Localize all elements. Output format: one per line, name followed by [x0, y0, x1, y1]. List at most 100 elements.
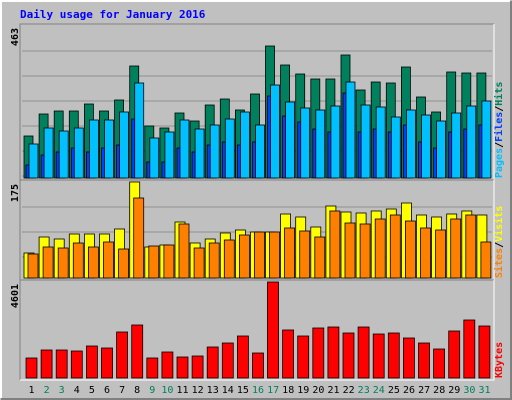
legend-item: Visits: [493, 206, 505, 242]
bar-sites: [389, 214, 401, 279]
bar-sites: [420, 227, 431, 279]
bar-kbytes: [372, 333, 385, 379]
bar-sites: [404, 220, 416, 279]
x-tick-label: 8: [134, 385, 140, 396]
bar-kbytes: [252, 352, 264, 379]
bar-pages: [481, 100, 492, 179]
bar-pages: [89, 119, 99, 179]
bar-pages: [119, 111, 129, 179]
bar-sites: [284, 227, 296, 279]
bar-pages: [134, 82, 145, 179]
bar-pages: [209, 124, 220, 179]
bar-pages: [43, 127, 54, 179]
bar-kbytes: [282, 329, 295, 379]
bar-kbytes: [448, 330, 461, 379]
x-tick-label: 29: [448, 385, 460, 396]
bar-pages: [270, 84, 280, 179]
panel-bevel-dark: [19, 279, 494, 380]
panel-bevel-dark: [19, 23, 494, 180]
x-tick-label: 7: [119, 385, 125, 396]
bar-pages: [28, 143, 39, 179]
bar-kbytes: [312, 327, 325, 379]
bar-pages: [375, 106, 386, 179]
series-pages: [28, 81, 492, 179]
bar-sites: [42, 246, 54, 279]
bar-sites: [344, 222, 356, 279]
bar-pages: [285, 101, 296, 179]
bar-sites: [299, 230, 311, 279]
y-max-label-visits: 175: [10, 184, 21, 202]
bar-sites: [465, 214, 477, 279]
legend-item: Files: [493, 112, 505, 142]
bar-sites: [314, 236, 326, 279]
bar-kbytes: [55, 349, 68, 379]
bar-sites: [329, 210, 341, 279]
bar-pages: [255, 124, 265, 179]
bar-kbytes: [146, 357, 159, 379]
x-tick-label: 18: [282, 385, 294, 396]
bar-kbytes: [267, 281, 279, 379]
x-tick-label: 27: [418, 385, 430, 396]
bar-sites: [238, 234, 250, 279]
bar-pages: [164, 131, 175, 179]
bar-pages: [239, 111, 250, 179]
bar-sites: [178, 223, 190, 279]
x-tick-label: 30: [463, 385, 475, 396]
legend-item: Hits: [493, 82, 505, 106]
bar-kbytes: [297, 335, 310, 379]
bar-kbytes: [161, 351, 174, 379]
x-tick-label: 19: [297, 385, 309, 396]
bar-pages: [405, 109, 416, 179]
bar-pages: [421, 114, 431, 179]
bar-kbytes: [418, 342, 430, 379]
x-tick-label: 25: [388, 385, 400, 396]
bar-sites: [193, 247, 205, 279]
x-tick-label: 31: [478, 385, 490, 396]
x-tick-label: 23: [358, 385, 370, 396]
x-tick-label: 28: [433, 385, 445, 396]
x-tick-label: 22: [343, 385, 355, 396]
x-tick-label: 13: [207, 385, 219, 396]
x-tick-label: 6: [104, 385, 110, 396]
panel-kbytes: 4601 KBytes: [10, 279, 505, 381]
y-max-label-kbytes: 4601: [10, 284, 21, 308]
bar-kbytes: [25, 357, 38, 379]
bar-pages: [149, 137, 160, 179]
x-tick-label: 4: [74, 385, 80, 396]
legend-item: /: [494, 106, 505, 112]
chart-panels: 463Pages/Files/Hits175Sites/Visits4601KB…: [10, 23, 505, 381]
x-tick-label: 16: [252, 385, 264, 396]
x-tick-label: 26: [403, 385, 415, 396]
bar-sites: [57, 247, 69, 279]
bar-sites: [88, 246, 99, 279]
bar-sites: [223, 239, 235, 279]
bar-kbytes: [236, 335, 249, 379]
bar-kbytes: [342, 332, 355, 379]
bar-pages: [73, 127, 84, 179]
bar-kbytes: [176, 356, 189, 379]
x-tick-label: 5: [89, 385, 95, 396]
bar-sites: [480, 241, 492, 279]
x-tick-label: 24: [373, 385, 385, 396]
bar-pages: [390, 116, 401, 179]
x-tick-label: 20: [312, 385, 324, 396]
x-tick-label: 10: [161, 385, 173, 396]
legend-item: /: [494, 242, 505, 248]
bar-pages: [466, 105, 477, 179]
bar-kbytes: [327, 326, 340, 379]
x-tick-label: 2: [44, 385, 50, 396]
legend-item: Sites: [493, 248, 505, 278]
bar-kbytes: [478, 325, 491, 379]
bar-kbytes: [70, 350, 83, 379]
bar-sites: [148, 245, 160, 279]
bar-pages: [58, 130, 69, 179]
bar-kbytes: [86, 345, 98, 379]
bar-pages: [451, 112, 462, 179]
bar-kbytes: [40, 349, 53, 379]
legend-visits: Sites/Visits: [493, 206, 505, 278]
x-tick-label: 15: [237, 385, 249, 396]
